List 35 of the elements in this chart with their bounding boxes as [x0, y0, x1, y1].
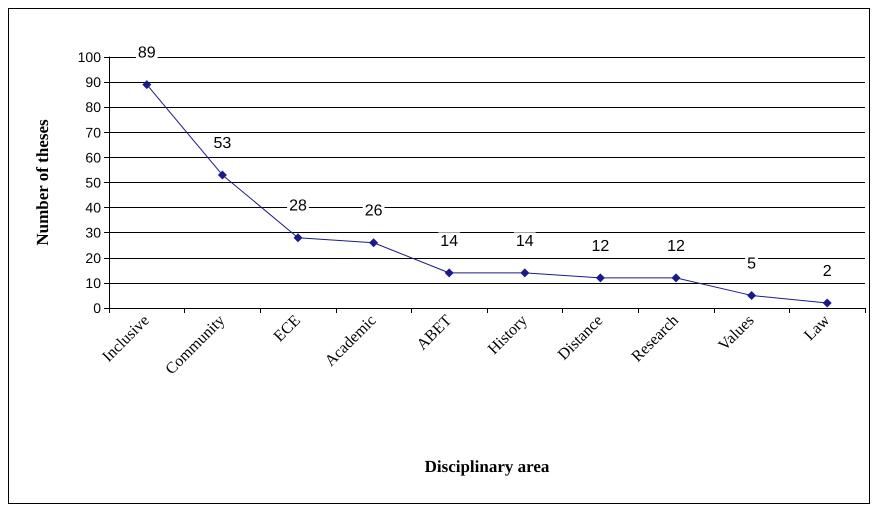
- y-tick-label: 20: [85, 250, 102, 266]
- data-label: 28: [289, 198, 307, 215]
- point: [369, 238, 378, 248]
- data-label: 12: [667, 238, 685, 255]
- x-axis-title: Disciplinary area: [424, 457, 550, 476]
- y-tick-label: 90: [85, 74, 102, 90]
- point: [294, 233, 302, 242]
- y-tick-label: 60: [85, 149, 102, 166]
- point: [444, 268, 454, 278]
- data-label: 12: [592, 238, 610, 255]
- y-tick-label: 0: [93, 300, 102, 316]
- x-tick-label: ECE: [270, 312, 304, 346]
- point: [822, 298, 832, 308]
- y-tick-label: 10: [85, 274, 102, 291]
- point: [218, 170, 227, 180]
- point: [747, 290, 756, 300]
- x-tick-label: Law: [801, 312, 834, 344]
- data-label: 5: [747, 255, 756, 272]
- point: [672, 273, 680, 282]
- data-label: 89: [138, 44, 156, 62]
- data-label: 14: [516, 232, 534, 250]
- data-label: 26: [364, 202, 383, 220]
- data-label: 14: [440, 232, 458, 250]
- y-tick-label: 70: [85, 124, 102, 140]
- point: [142, 80, 152, 90]
- point: [520, 268, 530, 278]
- y-tick-label: 50: [85, 174, 102, 190]
- y-tick-label: 100: [78, 49, 102, 65]
- y-tick-label: 40: [85, 200, 102, 216]
- y-tick-label: 80: [85, 99, 102, 116]
- y-tick-label: 30: [85, 224, 102, 241]
- data-label: 2: [822, 262, 832, 280]
- point: [596, 273, 605, 282]
- y-axis-title: Number of theses: [33, 119, 52, 246]
- data-label: 53: [214, 134, 232, 152]
